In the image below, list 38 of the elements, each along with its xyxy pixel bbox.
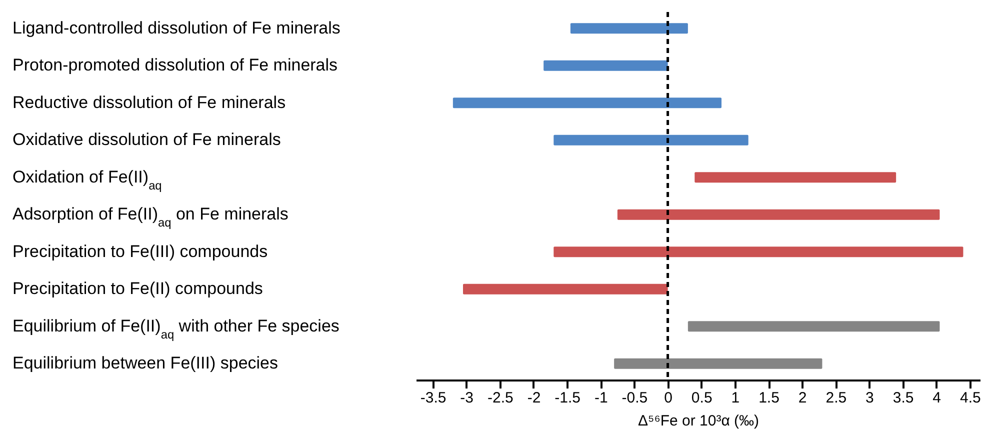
- x-tick-label: -0.5: [622, 390, 648, 406]
- y-tick-label: Ligand-controlled dissolution of Fe minerals: [12, 18, 340, 38]
- y-tick-label: Precipitation to Fe(III) compounds: [12, 242, 268, 261]
- bar: [694, 172, 896, 183]
- x-tick-label: -3: [460, 390, 474, 406]
- bar: [614, 358, 822, 369]
- x-tick-label: 4: [932, 390, 942, 406]
- y-tick-label: Proton-promoted dissolution of Fe minerals: [12, 56, 338, 75]
- bar: [554, 246, 964, 258]
- x-tick-label: 1.5: [758, 390, 780, 406]
- x-tick-label: 4.5: [960, 390, 981, 406]
- x-axis-title: Δ⁵⁶Fe or 10³α (‰): [638, 412, 760, 430]
- x-tick-label: -3.5: [420, 390, 446, 406]
- bar: [570, 23, 688, 34]
- x-tick-label: 0: [664, 390, 672, 406]
- x-tick-label: 3: [866, 390, 874, 406]
- x-tick-label: 3.5: [892, 390, 914, 406]
- x-tick-label: -2: [527, 390, 541, 406]
- bar: [688, 321, 940, 332]
- x-tick-label: -1.5: [554, 390, 580, 406]
- y-tick-label: Equilibrium of Fe(II)$_{aq}$ with other Fe species: [12, 316, 340, 342]
- bar: [554, 134, 748, 146]
- y-tick-label: Adsorption of Fe(II)$_{aq}$ on Fe minerals: [12, 204, 288, 230]
- y-tick-label: Oxidative dissolution of Fe minerals: [12, 130, 281, 150]
- bar: [452, 98, 722, 108]
- x-tick-label: -2.5: [488, 390, 514, 406]
- y-tick-label: Oxidation of Fe(II)$_{aq}$: [12, 167, 162, 192]
- y-tick-label: Precipitation to Fe(II) compounds: [12, 279, 263, 298]
- y-tick-label: Equilibrium between Fe(III) species: [12, 354, 278, 373]
- x-tick-label: 0.5: [691, 390, 712, 406]
- x-tick-label: 2: [798, 390, 807, 406]
- x-tick-label: 1: [731, 390, 740, 406]
- bar: [463, 284, 668, 294]
- x-tick-label: 2.5: [826, 390, 847, 406]
- x-tick-label: -1: [594, 390, 608, 406]
- bar: [617, 209, 940, 220]
- bar: [544, 60, 668, 71]
- y-tick-label: Reductive dissolution of Fe minerals: [12, 92, 286, 112]
